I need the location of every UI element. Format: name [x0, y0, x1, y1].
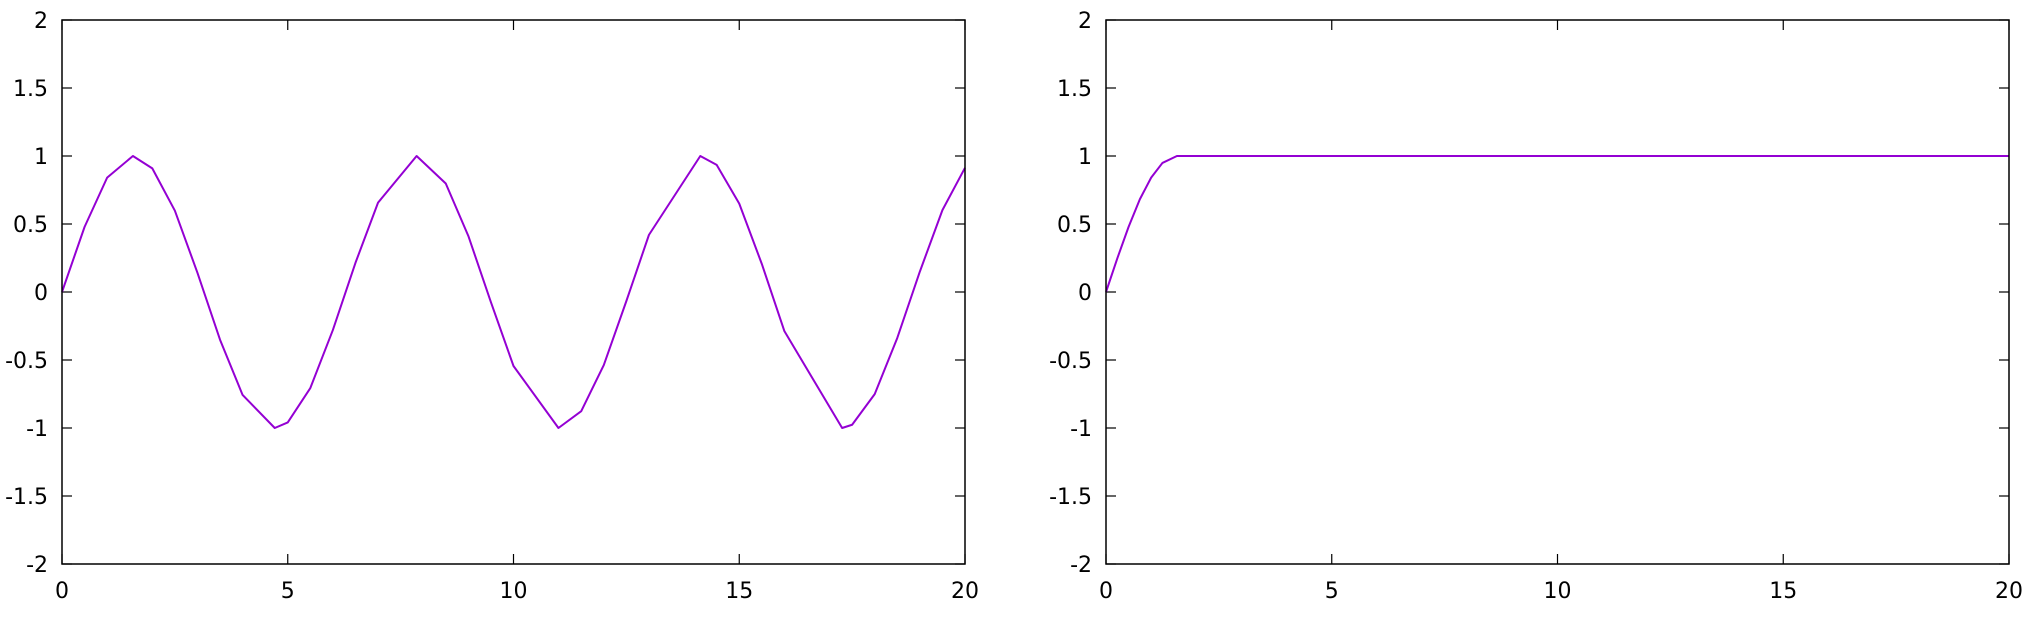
y-tick-label: 1.5	[1057, 77, 1092, 102]
y-tick-label: -0.5	[5, 349, 48, 374]
y-tick-label: -1.5	[1049, 485, 1092, 510]
x-tick-label: 5	[1325, 579, 1339, 604]
x-tick-label: 15	[725, 579, 753, 604]
y-tick-label: 1	[1078, 145, 1092, 170]
y-tick-label: 1	[34, 145, 48, 170]
x-tick-label: 0	[55, 579, 69, 604]
chart-panel-1: -2-1.5-1-0.500.511.520 5 10 15 20	[5, 9, 979, 604]
x-tick-label: 15	[1769, 579, 1797, 604]
y-tick-label: 2	[1078, 9, 1092, 34]
x-tick-label: 10	[500, 579, 528, 604]
y-tick-label: -1.5	[5, 485, 48, 510]
y-tick-label: 0.5	[13, 213, 48, 238]
y-tick-label: 0	[1078, 281, 1092, 306]
x-tick-label: 10	[1544, 579, 1572, 604]
y-tick-label: 0.5	[1057, 213, 1092, 238]
chart-panel-2: -2-1.5-1-0.500.511.520 5 10 15 20	[1049, 9, 2023, 604]
y-tick-label: 2	[34, 9, 48, 34]
y-tick-label: 0	[34, 281, 48, 306]
plot-frame	[1105, 19, 2010, 565]
y-tick-label: -2	[26, 553, 48, 578]
y-tick-label: -0.5	[1049, 349, 1092, 374]
x-tick-label: 0	[1099, 579, 1113, 604]
x-tick-label: 20	[951, 579, 979, 604]
y-tick-label: -1	[1070, 417, 1092, 442]
y-tick-label: 1.5	[13, 77, 48, 102]
x-tick-label: 20	[1995, 579, 2023, 604]
plot-frame	[61, 19, 966, 565]
series-line-1	[1105, 155, 2009, 293]
x-tick-label: 5	[281, 579, 295, 604]
series-line-1	[61, 155, 966, 429]
y-tick-label: -1	[26, 417, 48, 442]
y-tick-label: -2	[1070, 553, 1092, 578]
